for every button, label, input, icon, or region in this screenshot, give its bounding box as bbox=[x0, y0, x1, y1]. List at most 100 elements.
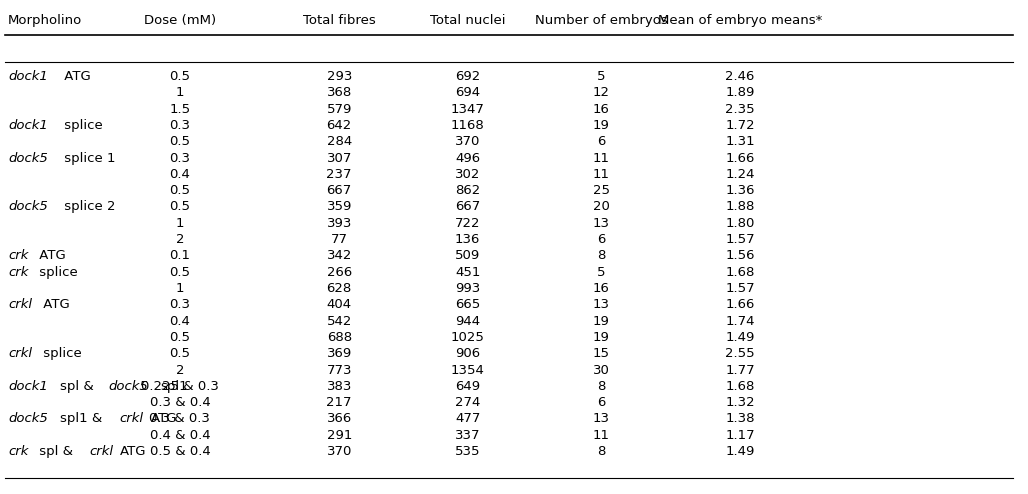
Text: 0.225 & 0.3: 0.225 & 0.3 bbox=[141, 380, 219, 393]
Text: Number of embryos: Number of embryos bbox=[535, 14, 668, 27]
Text: 2: 2 bbox=[176, 364, 184, 376]
Text: 370: 370 bbox=[455, 135, 480, 148]
Text: 667: 667 bbox=[455, 201, 480, 213]
Text: 342: 342 bbox=[327, 249, 352, 262]
Text: 0.3: 0.3 bbox=[170, 119, 190, 132]
Text: splice 1: splice 1 bbox=[60, 152, 115, 165]
Text: 1.66: 1.66 bbox=[726, 298, 755, 311]
Text: splice: splice bbox=[35, 266, 77, 279]
Text: 0.4: 0.4 bbox=[170, 315, 190, 328]
Text: 237: 237 bbox=[327, 168, 352, 181]
Text: 307: 307 bbox=[327, 152, 352, 165]
Text: 509: 509 bbox=[455, 249, 480, 262]
Text: 16: 16 bbox=[593, 282, 610, 295]
Text: 0.5: 0.5 bbox=[170, 201, 190, 213]
Text: 25: 25 bbox=[593, 184, 610, 197]
Text: crkl: crkl bbox=[8, 298, 32, 311]
Text: 0.5: 0.5 bbox=[170, 331, 190, 344]
Text: 1347: 1347 bbox=[451, 103, 484, 116]
Text: crkl: crkl bbox=[8, 347, 32, 360]
Text: 0.5: 0.5 bbox=[170, 135, 190, 148]
Text: 11: 11 bbox=[593, 168, 610, 181]
Text: 11: 11 bbox=[593, 152, 610, 165]
Text: 906: 906 bbox=[455, 347, 480, 360]
Text: 1.74: 1.74 bbox=[726, 315, 755, 328]
Text: crkl: crkl bbox=[119, 412, 144, 425]
Text: spl1 &: spl1 & bbox=[60, 412, 106, 425]
Text: 993: 993 bbox=[455, 282, 480, 295]
Text: 19: 19 bbox=[593, 119, 610, 132]
Text: 1.38: 1.38 bbox=[726, 412, 755, 425]
Text: 665: 665 bbox=[455, 298, 480, 311]
Text: 6: 6 bbox=[597, 233, 605, 246]
Text: ATG: ATG bbox=[120, 445, 147, 458]
Text: spl1: spl1 bbox=[159, 380, 187, 393]
Text: 1168: 1168 bbox=[451, 119, 484, 132]
Text: 1.68: 1.68 bbox=[726, 380, 755, 393]
Text: 0.5: 0.5 bbox=[170, 184, 190, 197]
Text: 5: 5 bbox=[597, 266, 605, 279]
Text: dock5: dock5 bbox=[8, 201, 48, 213]
Text: 0.5: 0.5 bbox=[170, 347, 190, 360]
Text: 11: 11 bbox=[593, 429, 610, 442]
Text: Dose (mM): Dose (mM) bbox=[144, 14, 216, 27]
Text: splice: splice bbox=[39, 347, 82, 360]
Text: 12: 12 bbox=[593, 86, 610, 99]
Text: 2: 2 bbox=[176, 233, 184, 246]
Text: dock5: dock5 bbox=[109, 380, 148, 393]
Text: 0.3: 0.3 bbox=[170, 298, 190, 311]
Text: 13: 13 bbox=[593, 412, 610, 425]
Text: 19: 19 bbox=[593, 315, 610, 328]
Text: 535: 535 bbox=[455, 445, 480, 458]
Text: 5: 5 bbox=[597, 70, 605, 83]
Text: dock1: dock1 bbox=[8, 380, 48, 393]
Text: 2.35: 2.35 bbox=[726, 103, 755, 116]
Text: 0.3 & 0.4: 0.3 & 0.4 bbox=[149, 396, 211, 409]
Text: 20: 20 bbox=[593, 201, 610, 213]
Text: 0.3: 0.3 bbox=[170, 152, 190, 165]
Text: 359: 359 bbox=[327, 201, 352, 213]
Text: 1.68: 1.68 bbox=[726, 266, 755, 279]
Text: 1.56: 1.56 bbox=[726, 249, 755, 262]
Text: 496: 496 bbox=[455, 152, 480, 165]
Text: 370: 370 bbox=[327, 445, 352, 458]
Text: 0.4 & 0.4: 0.4 & 0.4 bbox=[150, 429, 210, 442]
Text: ATG: ATG bbox=[39, 298, 70, 311]
Text: Mean of embryo means*: Mean of embryo means* bbox=[658, 14, 822, 27]
Text: 1.31: 1.31 bbox=[726, 135, 755, 148]
Text: 136: 136 bbox=[455, 233, 480, 246]
Text: Total fibres: Total fibres bbox=[303, 14, 375, 27]
Text: 2.46: 2.46 bbox=[726, 70, 755, 83]
Text: 393: 393 bbox=[327, 217, 352, 230]
Text: 293: 293 bbox=[327, 70, 352, 83]
Text: dock1: dock1 bbox=[8, 70, 48, 83]
Text: 694: 694 bbox=[455, 86, 480, 99]
Text: 284: 284 bbox=[327, 135, 352, 148]
Text: 1.88: 1.88 bbox=[726, 201, 755, 213]
Text: 8: 8 bbox=[597, 249, 605, 262]
Text: 688: 688 bbox=[327, 331, 352, 344]
Text: dock5: dock5 bbox=[8, 412, 48, 425]
Text: 291: 291 bbox=[327, 429, 352, 442]
Text: 1.49: 1.49 bbox=[726, 331, 755, 344]
Text: 692: 692 bbox=[455, 70, 480, 83]
Text: 642: 642 bbox=[327, 119, 352, 132]
Text: 1025: 1025 bbox=[451, 331, 484, 344]
Text: 19: 19 bbox=[593, 331, 610, 344]
Text: 1.80: 1.80 bbox=[726, 217, 755, 230]
Text: crk: crk bbox=[8, 445, 29, 458]
Text: 1.66: 1.66 bbox=[726, 152, 755, 165]
Text: 302: 302 bbox=[455, 168, 480, 181]
Text: 667: 667 bbox=[327, 184, 352, 197]
Text: ATG: ATG bbox=[35, 249, 65, 262]
Text: 15: 15 bbox=[593, 347, 610, 360]
Text: 366: 366 bbox=[327, 412, 352, 425]
Text: 404: 404 bbox=[327, 298, 352, 311]
Text: 30: 30 bbox=[593, 364, 610, 376]
Text: 862: 862 bbox=[455, 184, 480, 197]
Text: 0.5: 0.5 bbox=[170, 266, 190, 279]
Text: 217: 217 bbox=[327, 396, 352, 409]
Text: 1.36: 1.36 bbox=[726, 184, 755, 197]
Text: 722: 722 bbox=[455, 217, 480, 230]
Text: 274: 274 bbox=[455, 396, 480, 409]
